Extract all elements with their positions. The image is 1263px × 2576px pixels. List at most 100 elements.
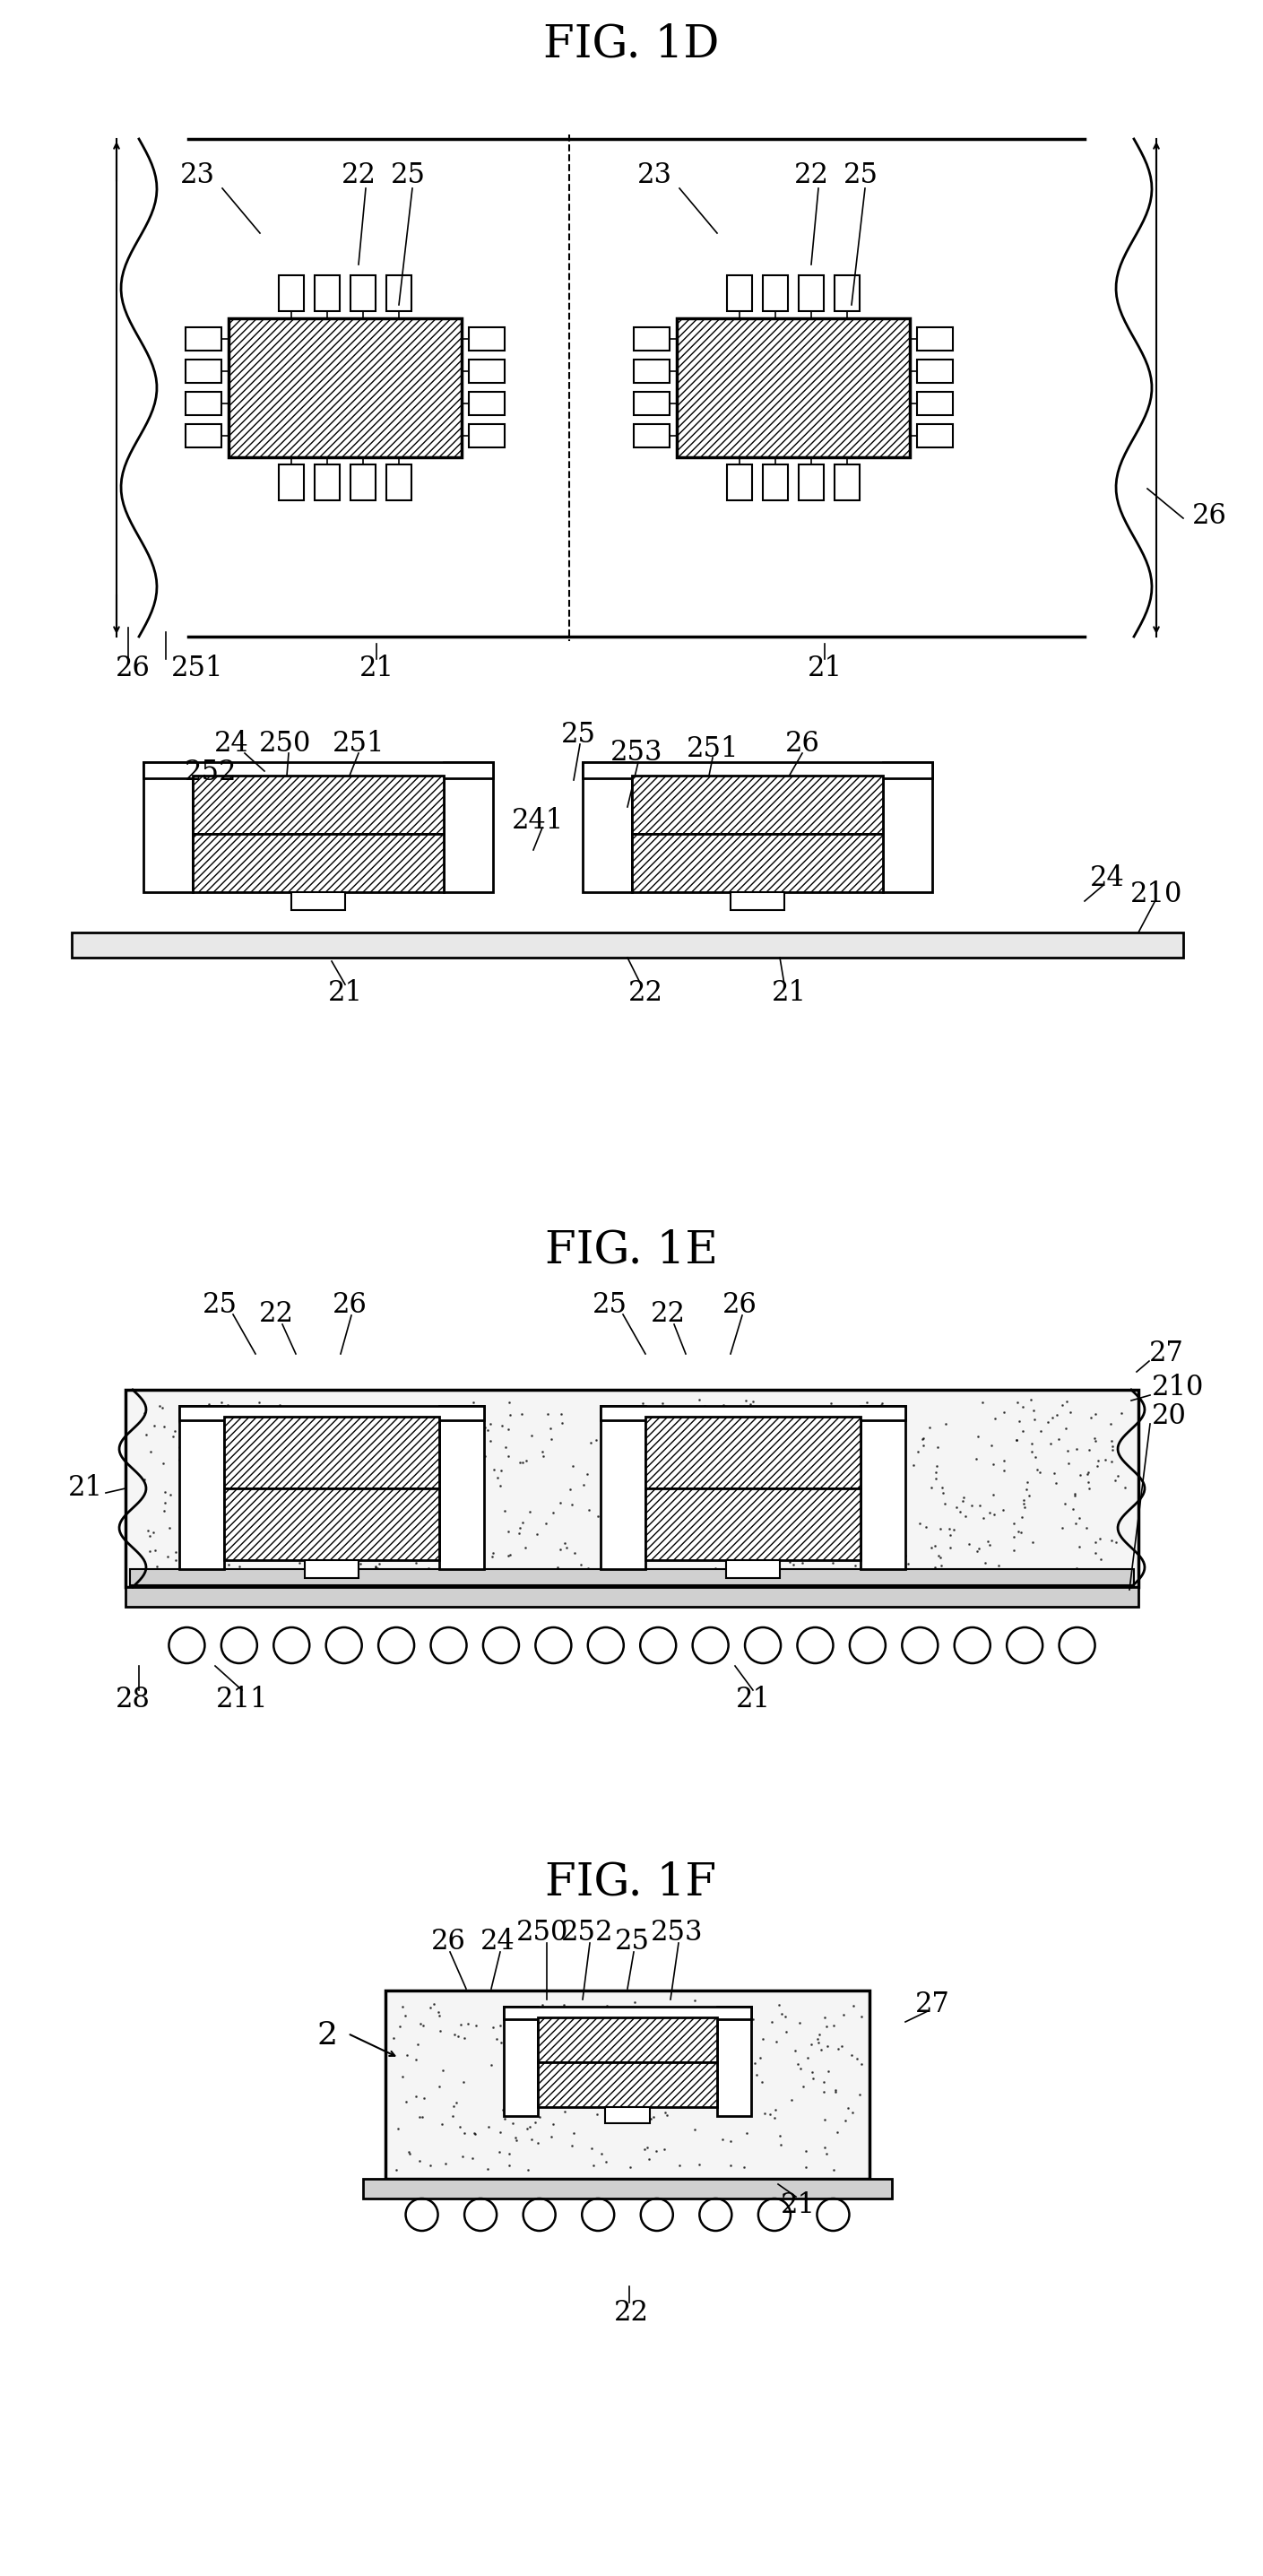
Bar	[193, 775, 443, 835]
Bar	[917, 361, 952, 384]
Text: 24: 24	[213, 732, 249, 757]
Bar	[224, 1417, 440, 1489]
Text: 211: 211	[216, 1685, 268, 1713]
Bar	[632, 835, 883, 891]
Bar	[601, 1406, 645, 1569]
Bar	[727, 276, 751, 312]
Text: 21: 21	[807, 654, 842, 683]
Text: 26: 26	[332, 1291, 368, 1319]
Bar	[835, 276, 860, 312]
Text: 22: 22	[614, 2300, 648, 2326]
Bar	[186, 361, 221, 384]
Text: 28: 28	[115, 1685, 150, 1713]
Text: 250: 250	[259, 732, 311, 757]
Text: 24: 24	[480, 1927, 515, 1955]
Bar	[386, 276, 412, 312]
Bar	[193, 835, 443, 891]
Bar	[538, 2063, 717, 2107]
Text: 23: 23	[637, 160, 672, 188]
Bar	[726, 1561, 779, 1579]
Bar	[763, 276, 788, 312]
Bar	[727, 464, 751, 500]
Bar	[144, 762, 493, 778]
Text: 252: 252	[184, 760, 237, 786]
Bar	[469, 392, 505, 415]
Bar	[440, 1406, 484, 1569]
Text: 241: 241	[512, 806, 565, 835]
Bar	[469, 361, 505, 384]
Text: 253: 253	[650, 1919, 703, 1945]
Bar	[130, 1569, 1134, 1584]
Text: 2: 2	[317, 2020, 337, 2050]
Bar	[504, 2007, 538, 2115]
Text: 24: 24	[1090, 866, 1124, 894]
Bar	[125, 1391, 1138, 1587]
Bar	[730, 891, 784, 909]
Text: 250: 250	[517, 1919, 568, 1945]
Text: 22: 22	[341, 160, 376, 188]
Bar	[279, 276, 304, 312]
Text: 21: 21	[68, 1473, 102, 1502]
Bar	[304, 1561, 359, 1579]
Text: 26: 26	[784, 732, 820, 757]
Bar	[469, 327, 505, 350]
Text: 21: 21	[772, 979, 806, 1007]
Text: 26: 26	[722, 1291, 757, 1319]
Bar	[186, 327, 221, 350]
Bar	[860, 1406, 906, 1569]
Text: 21: 21	[735, 1685, 770, 1713]
Bar	[179, 1406, 484, 1419]
Text: 25: 25	[390, 160, 426, 188]
Bar	[179, 1406, 224, 1569]
Text: 22: 22	[650, 1301, 686, 1327]
Bar	[144, 762, 193, 891]
Text: 25: 25	[842, 160, 878, 188]
Bar	[229, 319, 462, 459]
Bar	[798, 464, 823, 500]
Text: 27: 27	[914, 1991, 950, 2017]
Bar	[717, 2007, 751, 2115]
Text: 22: 22	[628, 979, 663, 1007]
Bar	[292, 891, 345, 909]
Bar	[632, 775, 883, 835]
Bar	[883, 762, 932, 891]
Bar	[314, 276, 340, 312]
Bar	[917, 392, 952, 415]
Bar	[538, 2017, 717, 2063]
Text: 251: 251	[171, 654, 224, 683]
Bar	[314, 464, 340, 500]
Bar	[798, 276, 823, 312]
Bar	[504, 2007, 751, 2020]
Text: 21: 21	[327, 979, 362, 1007]
Text: 253: 253	[610, 739, 663, 768]
Bar	[917, 327, 952, 350]
Text: 251: 251	[686, 734, 739, 762]
Text: 25: 25	[202, 1291, 237, 1319]
Bar	[634, 327, 669, 350]
Bar	[634, 361, 669, 384]
Bar	[224, 1489, 440, 1561]
Text: 26: 26	[115, 654, 150, 683]
Text: 26: 26	[1192, 502, 1228, 531]
Text: 210: 210	[1152, 1373, 1204, 1401]
Bar	[385, 1991, 869, 2179]
Text: 25: 25	[615, 1927, 649, 1955]
Text: 20: 20	[1152, 1404, 1187, 1430]
Bar	[645, 1489, 860, 1561]
Bar	[645, 1417, 860, 1489]
Text: 23: 23	[179, 160, 215, 188]
Bar	[763, 464, 788, 500]
Bar	[677, 319, 909, 459]
Text: 22: 22	[793, 160, 829, 188]
Bar	[582, 762, 932, 778]
Bar	[186, 425, 221, 448]
Bar	[125, 1587, 1138, 1607]
Text: 21: 21	[781, 2192, 815, 2221]
Bar	[351, 464, 375, 500]
Text: 26: 26	[431, 1927, 466, 1955]
Bar	[279, 464, 304, 500]
Text: FIG. 1D: FIG. 1D	[543, 23, 719, 67]
Text: FIG. 1E: FIG. 1E	[544, 1229, 717, 1273]
Bar	[443, 762, 493, 891]
Bar	[601, 1406, 906, 1419]
